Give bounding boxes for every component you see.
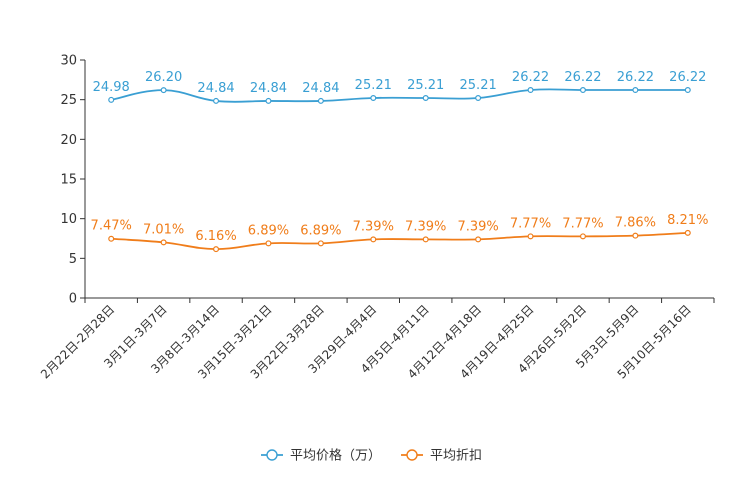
series-line <box>111 88 688 103</box>
data-label: 7.01% <box>143 222 184 237</box>
data-label: 6.89% <box>300 223 341 238</box>
data-label: 6.16% <box>195 229 236 244</box>
data-point <box>684 229 691 236</box>
data-label: 24.84 <box>197 81 234 96</box>
y-tick-label: 5 <box>69 252 77 267</box>
data-point <box>108 235 115 242</box>
legend-item: 平均价格（万） <box>261 448 381 464</box>
legend-label: 平均折扣 <box>430 449 482 464</box>
data-point <box>632 232 639 239</box>
data-label: 7.77% <box>562 216 603 231</box>
data-point <box>579 86 586 93</box>
data-point <box>579 233 586 240</box>
data-label: 26.22 <box>512 70 549 85</box>
data-point <box>527 86 534 93</box>
data-point <box>370 236 377 243</box>
data-point <box>370 95 377 102</box>
data-point <box>475 95 482 102</box>
series-line <box>111 231 688 251</box>
data-point <box>108 96 115 103</box>
data-point <box>317 97 324 104</box>
data-label: 7.86% <box>615 216 656 231</box>
data-label: 24.84 <box>302 81 339 96</box>
data-point <box>632 86 639 93</box>
data-label: 26.22 <box>617 70 654 85</box>
series-0: 24.98 26.20 24.84 24.84 24.84 25.21 25.21 25.21… <box>93 70 706 104</box>
data-label: 7.47% <box>91 219 132 234</box>
data-label: 25.21 <box>460 78 497 93</box>
legend-marker <box>266 449 278 461</box>
data-point <box>475 236 482 243</box>
y-tick-label: 30 <box>60 54 77 69</box>
series-layer: 24.98 26.20 24.84 24.84 24.84 25.21 25.21 25.21… <box>91 70 708 253</box>
data-label: 26.22 <box>669 70 706 85</box>
data-point <box>160 239 167 246</box>
data-point <box>213 97 220 104</box>
data-label: 26.22 <box>564 70 601 85</box>
legend-label: 平均价格（万） <box>290 448 381 464</box>
data-label: 7.39% <box>457 219 498 234</box>
data-label: 24.98 <box>93 80 130 95</box>
data-label: 7.39% <box>405 219 446 234</box>
data-label: 8.21% <box>667 213 708 228</box>
data-label: 7.39% <box>353 219 394 234</box>
legend-marker <box>406 449 418 461</box>
y-tick-label: 15 <box>60 173 77 188</box>
series-1: 7.47% 7.01% 6.16% 6.89% 6.89% 7.39% 7.39% 7.39%… <box>91 213 708 253</box>
y-tick-label: 25 <box>60 93 77 108</box>
x-tick-label: 2月22日-2月28日 <box>38 302 117 381</box>
data-point <box>527 233 534 240</box>
data-label: 25.21 <box>407 78 444 93</box>
data-label: 26.20 <box>145 70 182 85</box>
data-point <box>684 86 691 93</box>
axes: 0510152025302月22日-2月28日3月1日-3月7日3月8日-3月1… <box>38 54 715 382</box>
data-label: 25.21 <box>355 78 392 93</box>
data-point <box>160 87 167 94</box>
data-point <box>422 236 429 243</box>
data-point <box>317 240 324 247</box>
y-tick-label: 10 <box>60 212 77 227</box>
data-point <box>422 95 429 102</box>
data-point <box>265 240 272 247</box>
data-label: 24.84 <box>250 81 287 96</box>
legend: 平均价格（万） 平均折扣 <box>261 448 482 464</box>
data-label: 7.77% <box>510 216 551 231</box>
y-tick-label: 20 <box>60 133 77 148</box>
data-point <box>213 246 220 253</box>
y-tick-label: 0 <box>69 292 77 307</box>
data-point <box>265 97 272 104</box>
data-label: 6.89% <box>248 223 289 238</box>
legend-item: 平均折扣 <box>401 449 482 464</box>
